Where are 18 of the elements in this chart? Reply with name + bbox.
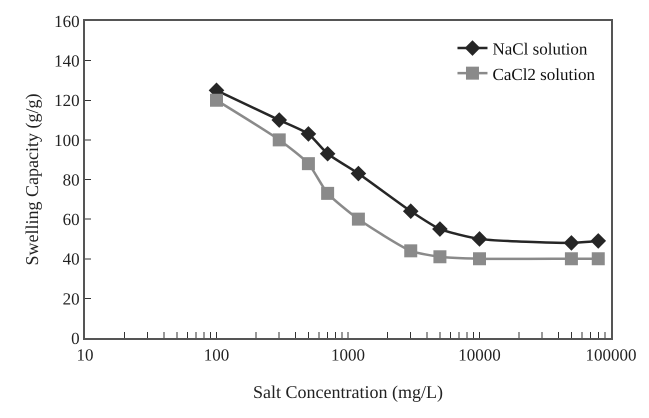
x-tick-label: 10 — [76, 345, 94, 364]
x-tick-label: 10000 — [458, 345, 501, 364]
legend-label: CaCl2 solution — [492, 64, 596, 84]
x-axis-title: Salt Concentration (mg/L) — [253, 382, 443, 402]
y-tick-label: 160 — [54, 12, 80, 31]
x-tick-label: 1000 — [331, 345, 365, 364]
y-axis-title: Swelling Capacity (g/g) — [22, 94, 42, 266]
x-tick-label: 100 — [204, 345, 230, 364]
y-tick-label: 0 — [71, 328, 80, 348]
y-tick-label: 140 — [54, 52, 80, 71]
y-tick-label: 20 — [62, 289, 80, 308]
y-tick-label: 100 — [54, 130, 80, 150]
x-tick-label: 100000 — [586, 345, 636, 364]
legend-label: NaCl solution — [492, 40, 588, 59]
y-tick-label: 80 — [62, 170, 80, 190]
y-tick-label: 60 — [62, 210, 80, 230]
y-tick-label: 40 — [62, 250, 80, 269]
y-tick-label: 120 — [54, 91, 80, 110]
